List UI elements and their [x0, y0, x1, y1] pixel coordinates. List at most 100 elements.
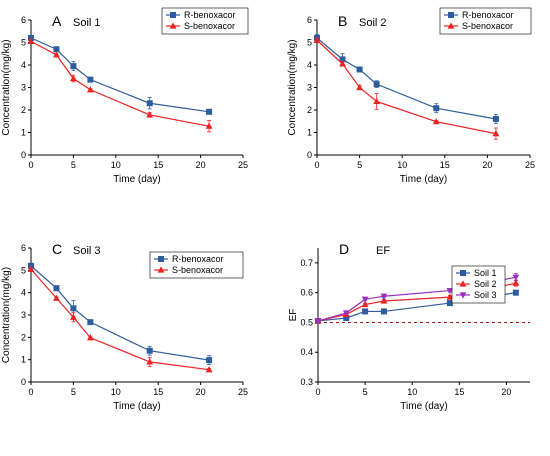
- data-point: [343, 314, 350, 321]
- legend-box: [439, 7, 532, 35]
- x-tick-label: 15: [153, 387, 163, 397]
- y-axis-title: Concentration(mg/kg): [1, 267, 12, 363]
- x-tick-label: 5: [71, 387, 76, 397]
- data-point: [446, 287, 454, 295]
- x-axis-title: Time (day): [400, 174, 447, 185]
- y-tick-label: 2: [21, 105, 26, 115]
- y-tick-label: 0.5: [300, 317, 313, 327]
- y-tick-label: 0.3: [300, 377, 313, 387]
- data-point: [512, 274, 520, 281]
- data-point: [380, 297, 388, 304]
- data-point: [361, 300, 369, 308]
- x-axis-title: Time (day): [113, 401, 160, 412]
- x-tick-label: 15: [440, 160, 450, 170]
- x-tick-label: 0: [315, 387, 320, 397]
- legend-swatch-marker: [157, 266, 165, 273]
- data-point: [205, 122, 213, 129]
- legend-label: Soil 3: [474, 290, 497, 300]
- data-point: [380, 308, 387, 315]
- x-tick-label: 0: [28, 160, 33, 170]
- legend-swatch-marker: [170, 12, 176, 18]
- legend-swatch-marker: [460, 270, 466, 276]
- series-r-benoxacor: [28, 35, 213, 115]
- data-point: [87, 76, 94, 83]
- x-tick-label: 10: [111, 160, 121, 170]
- y-tick-label: 0: [307, 150, 312, 160]
- x-tick-label: 25: [525, 160, 535, 170]
- chart-panel-a: 0 5 10 15 20 25 0 1 2 3 4 5 6 Time (day) Concentration…: [1, 7, 249, 185]
- legend-swatch-marker: [448, 12, 454, 18]
- y-tick-label: 0: [21, 377, 26, 387]
- series-line: [316, 39, 497, 135]
- data-point: [373, 97, 381, 105]
- panel-title: EF: [376, 245, 390, 257]
- data-point: [356, 83, 363, 91]
- x-tick-label: 10: [407, 387, 417, 397]
- legend-box: [149, 251, 244, 279]
- legend-label: Soil 2: [474, 279, 497, 289]
- x-axis-title: Time (day): [400, 401, 447, 412]
- y-axis-title: Concentration(mg/kg): [287, 39, 298, 135]
- data-point: [446, 300, 453, 307]
- y-tick-label: 6: [21, 243, 26, 253]
- legend-label: R-benoxacor: [462, 10, 514, 20]
- x-tick-label: 25: [238, 160, 248, 170]
- x-axis-title: Time (day): [113, 174, 160, 185]
- data-point: [87, 319, 94, 326]
- series-s-benoxacor: [313, 36, 500, 140]
- y-tick-label: 4: [307, 60, 312, 70]
- data-point: [339, 56, 346, 63]
- y-tick-label: 5: [21, 265, 26, 275]
- x-tick-label: 15: [153, 160, 163, 170]
- legend-swatch-marker: [459, 280, 467, 287]
- data-point: [512, 289, 519, 296]
- data-point: [53, 285, 60, 292]
- panel-letter: D: [339, 241, 349, 257]
- x-tick-label: 20: [501, 387, 511, 397]
- y-tick-label: 1: [21, 128, 26, 138]
- x-tick-label: 5: [363, 387, 368, 397]
- y-tick-label: 0.7: [300, 258, 313, 268]
- legend-label: S-benoxacor: [184, 21, 235, 31]
- data-point: [27, 37, 35, 44]
- data-point: [53, 51, 60, 58]
- y-tick-label: 4: [21, 60, 26, 70]
- data-point: [206, 108, 213, 115]
- legend-swatch-marker: [447, 22, 455, 29]
- x-tick-label: 25: [238, 387, 248, 397]
- x-tick-label: 20: [196, 160, 206, 170]
- y-tick-label: 0: [21, 150, 26, 160]
- data-point: [446, 293, 454, 300]
- series-r-benoxacor: [314, 34, 499, 124]
- x-tick-label: 20: [482, 160, 492, 170]
- data-point: [146, 347, 153, 354]
- data-point: [342, 310, 350, 317]
- legend-label: R-benoxacor: [184, 10, 236, 20]
- data-point: [70, 74, 77, 82]
- legend-swatch-marker: [158, 256, 164, 262]
- series-s-benoxacor: [27, 37, 213, 133]
- data-point: [70, 63, 77, 70]
- y-tick-label: 1: [21, 355, 26, 365]
- y-axis-title: Concentration(mg/kg): [1, 39, 12, 135]
- data-point: [86, 334, 94, 341]
- chart-panel-d: 0 5 10 15 20 0.3 0.4 0.5 0.6 0.7 Time (day) EF D EF So…: [288, 241, 530, 412]
- y-tick-label: 3: [21, 310, 26, 320]
- y-tick-label: 0.6: [300, 288, 313, 298]
- y-tick-label: 3: [307, 83, 312, 93]
- series-line: [30, 268, 210, 371]
- panel-letter: A: [52, 13, 62, 29]
- y-axis-title: EF: [288, 309, 299, 322]
- x-tick-label: 5: [71, 160, 76, 170]
- legend-label: S-benoxacor: [462, 21, 513, 31]
- data-point: [313, 36, 321, 43]
- panel-letter: C: [52, 241, 62, 257]
- x-tick-label: 5: [357, 160, 362, 170]
- data-point: [339, 60, 346, 67]
- data-point: [205, 366, 213, 373]
- legend-label: S-benoxacor: [172, 265, 223, 275]
